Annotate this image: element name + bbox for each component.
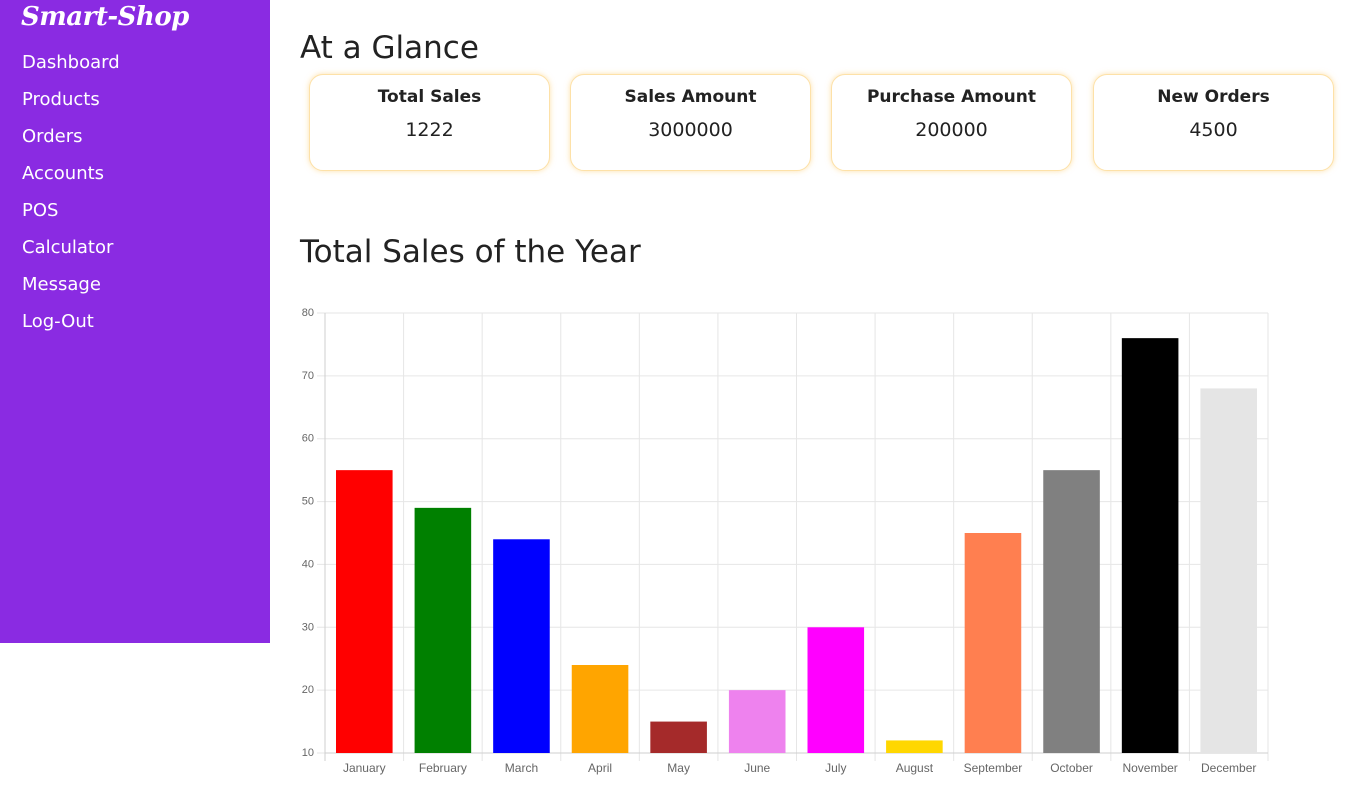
sidebar-item-orders[interactable]: Orders [22,126,83,147]
sidebar: Smart-Shop Dashboard Products Orders Acc… [0,0,270,643]
x-tick-label: April [588,761,612,775]
x-tick-label: January [343,761,386,775]
x-tick-label: June [744,761,770,775]
stat-card-value: 3000000 [648,119,733,141]
y-tick-label: 10 [302,747,314,759]
x-tick-label: July [825,761,846,775]
bar-may [650,721,707,753]
brand-logo[interactable]: Smart-Shop [21,2,189,32]
x-tick-label: October [1050,761,1093,775]
y-tick-label: 20 [302,684,314,696]
sidebar-item-calculator[interactable]: Calculator [22,237,114,258]
stat-card-label: Purchase Amount [866,87,1037,107]
x-tick-label: December [1201,761,1256,775]
sidebar-item-message[interactable]: Message [22,274,101,295]
bar-september [964,533,1022,753]
stat-card-label: Sales Amount [624,87,757,107]
bar-december [1200,388,1257,753]
stat-card-sales-amount: Sales Amount 3000000 [570,74,811,171]
sidebar-item-accounts[interactable]: Accounts [22,163,105,184]
y-tick-label: 80 [302,307,314,319]
stat-card-purchase-amount: Purchase Amount 200000 [831,74,1072,171]
stat-card-value: 1222 [405,119,454,141]
x-tick-label: February [419,761,467,775]
bar-february [414,507,472,753]
y-tick-label: 60 [302,433,314,445]
y-tick-label: 50 [302,496,314,508]
x-tick-label: March [505,761,538,775]
y-tick-label: 40 [302,558,314,570]
sidebar-item-products[interactable]: Products [22,89,100,110]
page-title: At a Glance [300,30,479,66]
bar-january [336,470,393,753]
bar-november [1121,338,1179,753]
sidebar-item-dashboard[interactable]: Dashboard [22,52,120,73]
y-tick-label: 30 [302,621,314,633]
y-tick-label: 70 [302,370,314,382]
stat-card-label: New Orders [1157,87,1270,107]
bar-october [1043,470,1100,753]
x-tick-label: August [896,761,934,775]
sidebar-item-pos[interactable]: POS [22,200,59,221]
stat-card-total-sales: Total Sales 1222 [309,74,550,171]
bar-april [571,665,629,753]
stat-card-value: 200000 [915,119,988,141]
stat-card-new-orders: New Orders 4500 [1093,74,1334,171]
x-tick-label: May [667,761,690,775]
bar-july [807,627,865,753]
x-tick-label: November [1122,761,1177,775]
bar-march [493,539,550,753]
x-tick-label: September [964,761,1023,775]
bar-august [886,740,943,753]
sidebar-item-logout[interactable]: Log-Out [22,311,94,332]
bar-june [728,690,786,753]
sidebar-nav: Dashboard Products Orders Accounts POS C… [22,50,120,346]
stat-card-label: Total Sales [377,87,482,107]
stat-card-value: 4500 [1189,119,1238,141]
chart-title: Total Sales of the Year [300,234,641,270]
sales-bar-chart: 10 20 30 40 50 60 70 80 January February March Apri… [302,307,1269,775]
